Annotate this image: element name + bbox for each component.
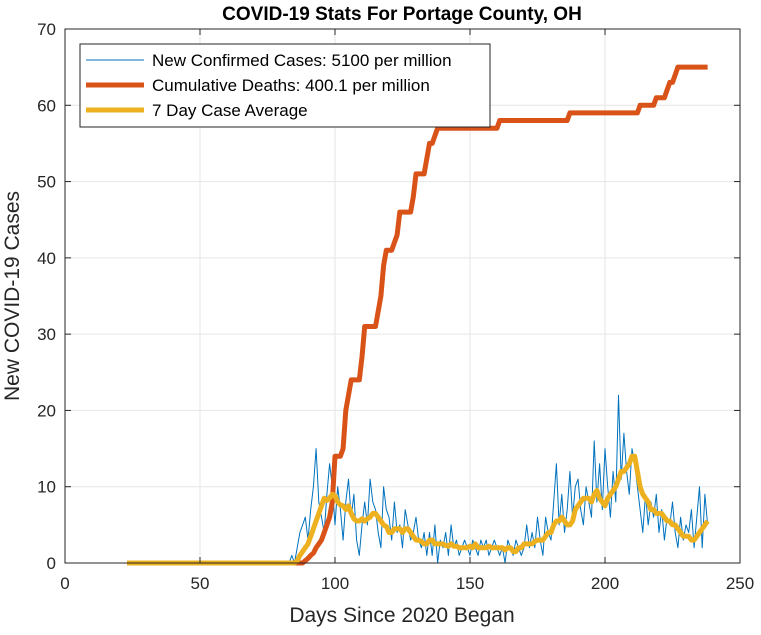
y-tick-label: 50 [37,173,56,192]
y-tick-label: 40 [37,249,56,268]
x-tick-label: 100 [321,574,349,593]
y-tick-label: 20 [37,401,56,420]
y-tick-label: 10 [37,478,56,497]
series-line-2 [127,453,710,566]
legend-label: New Confirmed Cases: 5100 per million [152,51,452,70]
y-axis-label: New COVID-19 Cases [1,191,24,401]
x-tick-label: 200 [591,574,619,593]
legend-label: 7 Day Case Average [152,101,308,120]
x-tick-label: 0 [60,574,69,593]
x-tick-label: 250 [726,574,754,593]
chart-title: COVID-19 Stats For Portage County, OH [222,4,582,25]
plot-area: 0 50 100 150 200 250 0 10 20 30 40 50 60 70 New Confir… [37,20,754,593]
y-tick-label: 0 [47,554,56,573]
series-line-1 [127,64,708,566]
legend-box [79,43,491,128]
legend-label: Cumulative Deaths: 400.1 per million [152,76,430,95]
x-tick-label: 150 [456,574,484,593]
x-axis-label: Days Since 2020 Began [289,604,514,627]
y-tick-label: 70 [37,20,56,39]
plot-frame [64,28,741,564]
y-tick-label: 60 [37,96,56,115]
x-tick-label: 50 [191,574,210,593]
y-tick-label: 30 [37,325,56,344]
